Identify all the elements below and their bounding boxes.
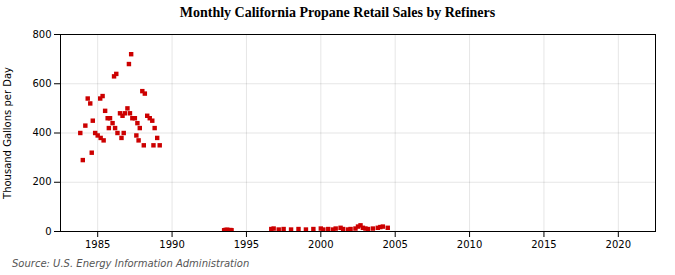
svg-text:1990: 1990 bbox=[159, 239, 184, 250]
svg-text:600: 600 bbox=[32, 78, 51, 89]
svg-text:400: 400 bbox=[32, 127, 51, 138]
html-text:Source: U.S. Energy Informatio: Source: U.S. Energy Information Administ… bbox=[12, 258, 250, 269]
html-text:Monthly California Propane Ret: Monthly California Propane Retail Sales … bbox=[179, 5, 496, 20]
svg-text:1995: 1995 bbox=[234, 239, 259, 250]
svg-text:Thousand Gallons per Day: Thousand Gallons per Day bbox=[2, 67, 13, 200]
svg-text:2015: 2015 bbox=[531, 239, 556, 250]
svg-text:2020: 2020 bbox=[606, 239, 631, 250]
svg-text:800: 800 bbox=[32, 29, 51, 40]
svg-text:1985: 1985 bbox=[85, 239, 110, 250]
svg-text:200: 200 bbox=[32, 176, 51, 187]
svg-text:0: 0 bbox=[45, 226, 51, 237]
svg-text:2010: 2010 bbox=[457, 239, 482, 250]
svg-text:2005: 2005 bbox=[382, 239, 407, 250]
svg-text:2000: 2000 bbox=[308, 239, 333, 250]
